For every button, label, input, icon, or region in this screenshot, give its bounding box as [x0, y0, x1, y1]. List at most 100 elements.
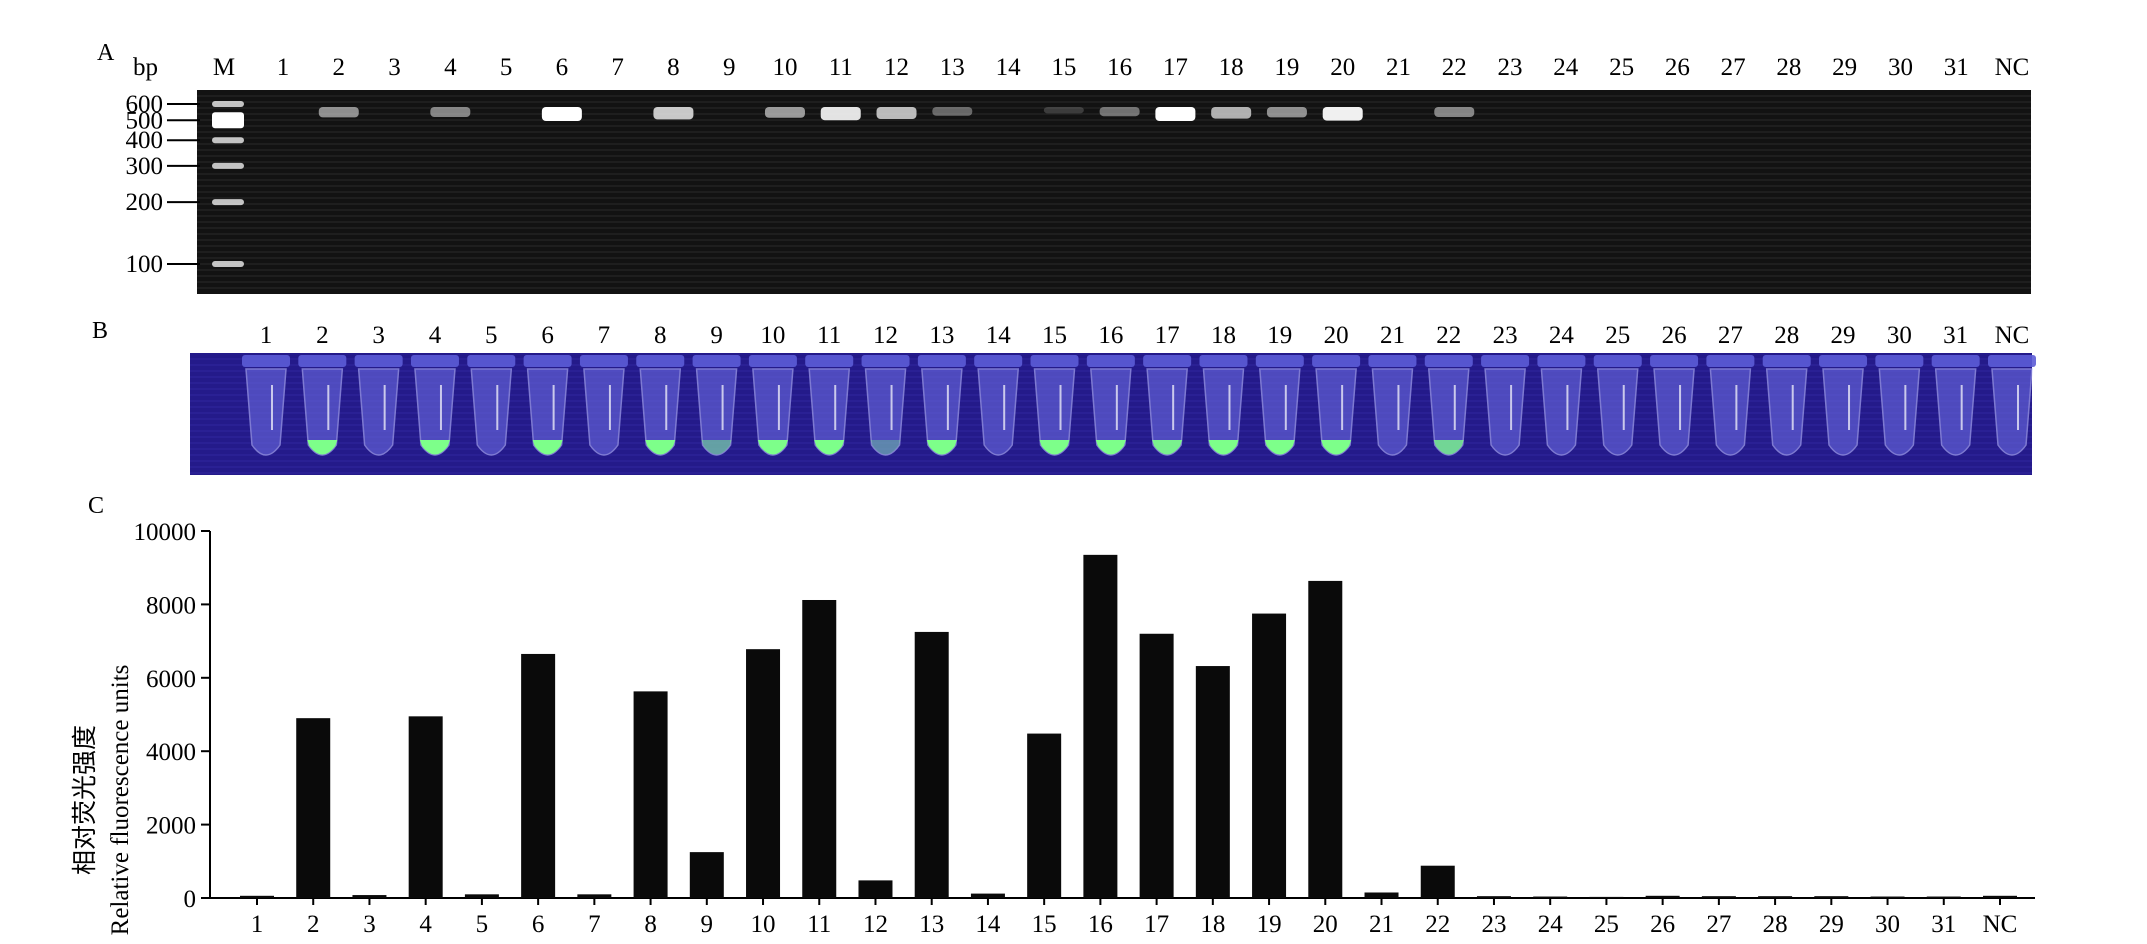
bar: [352, 895, 387, 898]
x-tick-label: 20: [1313, 911, 1338, 938]
x-tick-label: 4: [419, 911, 432, 938]
tube-cap: [1537, 355, 1586, 367]
bar: [1195, 666, 1230, 898]
bar: [1533, 896, 1568, 898]
x-tick-label: 8: [644, 911, 657, 938]
gel-lane-labels: 1 2 3 4 5 6 7 8 9 10 11 12 13 14 15 16 17 18 19 20 21 22 23 24 2…: [277, 54, 2030, 81]
tube-cap: [523, 355, 572, 367]
tube-body: [526, 368, 569, 456]
x-tick-label: 19: [1257, 911, 1282, 938]
gel-lane-label: 23: [1498, 54, 1523, 81]
tube-fluorescence: [870, 440, 901, 455]
gel-lane-label: 28: [1776, 54, 1801, 81]
tube-lane-label: 25: [1605, 322, 1630, 349]
tube-lane-label: 6: [541, 322, 554, 349]
tube-cap: [354, 355, 403, 367]
tube-cap: [1143, 355, 1192, 367]
x-tick-label: 9: [701, 911, 714, 938]
tube-body: [245, 368, 287, 456]
tube-body: [1033, 368, 1076, 456]
bar: [521, 653, 556, 898]
tube-lane-label: 29: [1831, 322, 1856, 349]
ladder-band: [212, 162, 244, 169]
tube-body: [977, 368, 1020, 456]
x-tick-label: 15: [1032, 911, 1057, 938]
y-axis-label-english: Relative fluorescence units: [107, 665, 134, 936]
bar: [1083, 554, 1118, 898]
bar: [1308, 580, 1343, 898]
tube-cap: [1988, 355, 2036, 367]
x-tick-label: 10: [751, 911, 776, 938]
tube-lane-label: 18: [1211, 322, 1236, 349]
tube-cap: [579, 355, 628, 367]
tube-cap: [1086, 355, 1135, 367]
tube-lane-label: 3: [372, 322, 385, 349]
ladder-band: [212, 112, 244, 129]
x-tick-label: 30: [1875, 911, 1900, 938]
tube-cap: [242, 355, 290, 367]
tube-body: [695, 368, 738, 456]
tube-lane-label: 21: [1380, 322, 1405, 349]
ladder-size-label: 500: [126, 107, 164, 134]
x-axis: 1 2 3 4 5 6 7 8 9 10 11 12 13 14 15 16 17 18 19 20 21 22 23 24 2…: [210, 897, 2035, 938]
gel-band: [932, 107, 973, 116]
panel-label-c: C: [88, 493, 105, 519]
tube-fluorescence: [1152, 440, 1183, 455]
x-tick-label: 27: [1706, 911, 1731, 938]
gel-scanlines: [197, 95, 2031, 289]
x-tick-label: NC: [1983, 911, 2018, 938]
x-tick-label: 3: [363, 911, 376, 938]
tube-lane-label: 7: [598, 322, 611, 349]
gel-lane-label: 12: [884, 54, 909, 81]
bar: [1758, 896, 1793, 898]
gel-lane-label: 1: [277, 54, 290, 81]
tube-lane-label: 28: [1774, 322, 1799, 349]
tube-lane-label: 24: [1549, 322, 1575, 349]
tube-lane-label: 8: [654, 322, 667, 349]
gel-marker-label: M: [213, 54, 235, 81]
bar: [1870, 896, 1905, 898]
y-tick-label: 6000: [146, 666, 196, 693]
x-tick-label: 14: [975, 911, 1001, 938]
gel-lane-label: 27: [1721, 54, 1746, 81]
tube-lane-label: 20: [1324, 322, 1349, 349]
ladder-size-label: 200: [126, 189, 164, 216]
gel-band: [1211, 107, 1252, 119]
gel-lane-label: 3: [388, 54, 401, 81]
bar: [1027, 733, 1062, 898]
gel-lane-label: 13: [940, 54, 965, 81]
ladder-size-label: 600: [126, 91, 164, 118]
tube-body: [921, 368, 963, 456]
tube-fluorescence: [1321, 440, 1352, 455]
tube-lane-label: 23: [1493, 322, 1518, 349]
ladder-band: [212, 261, 244, 267]
tubes: [242, 355, 2036, 456]
tube-lane-label: 4: [429, 322, 442, 349]
ladder-band: [212, 137, 244, 144]
tube-cap: [974, 355, 1023, 367]
panel-label-a: A: [97, 40, 115, 66]
gel-lane-label: 21: [1386, 54, 1411, 81]
bar: [1983, 895, 2017, 898]
ladder-size-label: 100: [126, 251, 164, 278]
tube-body: [1765, 368, 1808, 456]
tube-cap: [1819, 355, 1868, 367]
tube-lane-label: 2: [316, 322, 329, 349]
tube-cap: [1255, 355, 1304, 367]
gel-lane-label: 19: [1274, 54, 1299, 81]
tube-fluorescence: [532, 440, 563, 455]
tube-body: [470, 368, 513, 456]
x-tick-label: 25: [1594, 911, 1619, 938]
tube-lane-label: 17: [1155, 322, 1180, 349]
gel-bp-label: bp: [133, 54, 158, 81]
tube-body: [1878, 368, 1921, 456]
tube-panel: 1 2 3 4 5 6 7 8 9 10 11 12 13 14 15 16 17 18 19 20 21 22 23 24 2…: [190, 322, 2036, 475]
gel-lane-label: 22: [1442, 54, 1467, 81]
tube-body: [414, 368, 456, 456]
bars: [240, 554, 2017, 898]
tube-body: [1709, 368, 1752, 456]
ladder-band: [212, 101, 244, 107]
tube-body: [808, 368, 851, 456]
tube-fluorescence: [1264, 440, 1295, 455]
